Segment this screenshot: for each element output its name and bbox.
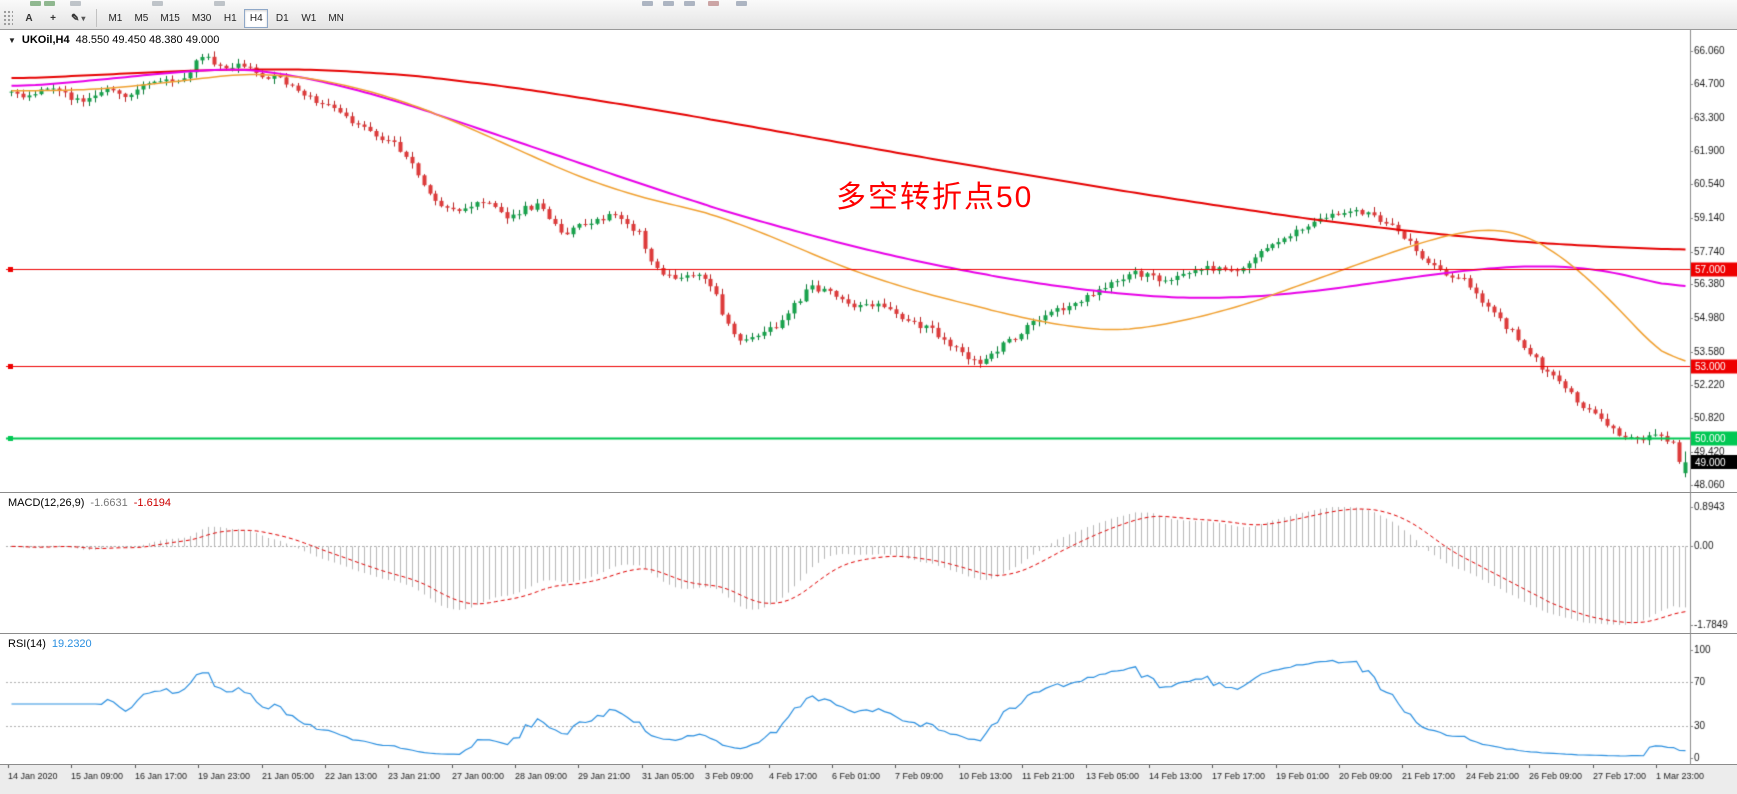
toolbar-icon-fragment — [214, 1, 225, 6]
timeframe-button-h4[interactable]: H4 — [244, 8, 269, 28]
rsi-indicator-panel: RSI(14) 19.2320 — [0, 633, 1737, 764]
time-axis-canvas — [0, 765, 1737, 791]
macd-indicator-panel: MACD(12,26,9) -1.6631 -1.6194 — [0, 492, 1737, 633]
crosshair-tool-button[interactable]: + — [42, 9, 64, 28]
rsi-value: 19.2320 — [51, 638, 92, 650]
timeframe-button-d1[interactable]: D1 — [270, 9, 294, 28]
toolbar-icon-fragment — [70, 1, 81, 6]
symbol-title: UKOil,H4 — [21, 34, 70, 46]
macd-main-value: -1.6631 — [90, 497, 128, 509]
pencil-icon: ✎ — [71, 12, 80, 24]
toolbar-grip[interactable] — [3, 10, 13, 26]
price-chart-panel: ▼ UKOil,H4 48.550 49.450 48.380 49.000 多… — [0, 30, 1737, 492]
toolbar-icon-fragment — [642, 1, 653, 6]
symbol-ohlc-quote: 48.550 49.450 48.380 49.000 — [75, 34, 220, 46]
macd-canvas[interactable] — [0, 493, 1737, 633]
toolbar-icon-fragment — [44, 1, 55, 6]
crosshair-icon: + — [50, 12, 56, 24]
timeframe-button-m1[interactable]: M1 — [103, 9, 127, 28]
macd-label: MACD(12,26,9) — [8, 497, 85, 509]
rsi-label-line: RSI(14) 19.2320 — [8, 638, 92, 650]
macd-label-line: MACD(12,26,9) -1.6631 -1.6194 — [8, 497, 171, 509]
toolbar-icon-fragment — [152, 1, 163, 6]
timeframe-button-w1[interactable]: W1 — [296, 9, 321, 28]
timeframe-button-m5[interactable]: M5 — [129, 9, 153, 28]
rsi-canvas[interactable] — [0, 634, 1737, 764]
timeframe-button-h1[interactable]: H1 — [218, 9, 242, 28]
toolbar-icon-fragment — [708, 1, 719, 6]
window-bottom-strip — [0, 791, 1737, 794]
symbol-info: ▼ UKOil,H4 48.550 49.450 48.380 49.000 — [8, 34, 219, 46]
toolbar-icon-fragment — [736, 1, 747, 6]
macd-signal-value: -1.6194 — [133, 497, 172, 509]
price-chart-canvas[interactable] — [0, 30, 1737, 492]
time-axis[interactable] — [0, 764, 1737, 791]
timeframe-button-mn[interactable]: MN — [323, 9, 349, 28]
text-tool-button[interactable]: A — [18, 9, 40, 28]
timeframe-button-m15[interactable]: M15 — [155, 9, 184, 28]
timeframe-button-m30[interactable]: M30 — [187, 9, 216, 28]
chart-annotation-text[interactable]: 多空转折点50 — [836, 181, 1034, 214]
symbol-dropdown-icon[interactable]: ▼ — [8, 35, 16, 45]
toolbar-icon-fragment — [684, 1, 695, 6]
chevron-down-icon: ▾ — [81, 13, 86, 23]
toolbar-row: A + ✎ ▾ M1 M5 M15 M30 H1 H4 D1 W1 MN — [0, 7, 350, 29]
toolbar-icon-fragment — [30, 1, 41, 6]
draw-tool-button[interactable]: ✎ ▾ — [66, 9, 90, 28]
toolbar: A + ✎ ▾ M1 M5 M15 M30 H1 H4 D1 W1 MN — [0, 0, 1737, 30]
toolbar-separator — [96, 9, 98, 27]
toolbar-icon-fragment — [663, 1, 674, 6]
toolbar-clipped-icon-row — [0, 0, 1737, 7]
rsi-label: RSI(14) — [8, 638, 46, 650]
